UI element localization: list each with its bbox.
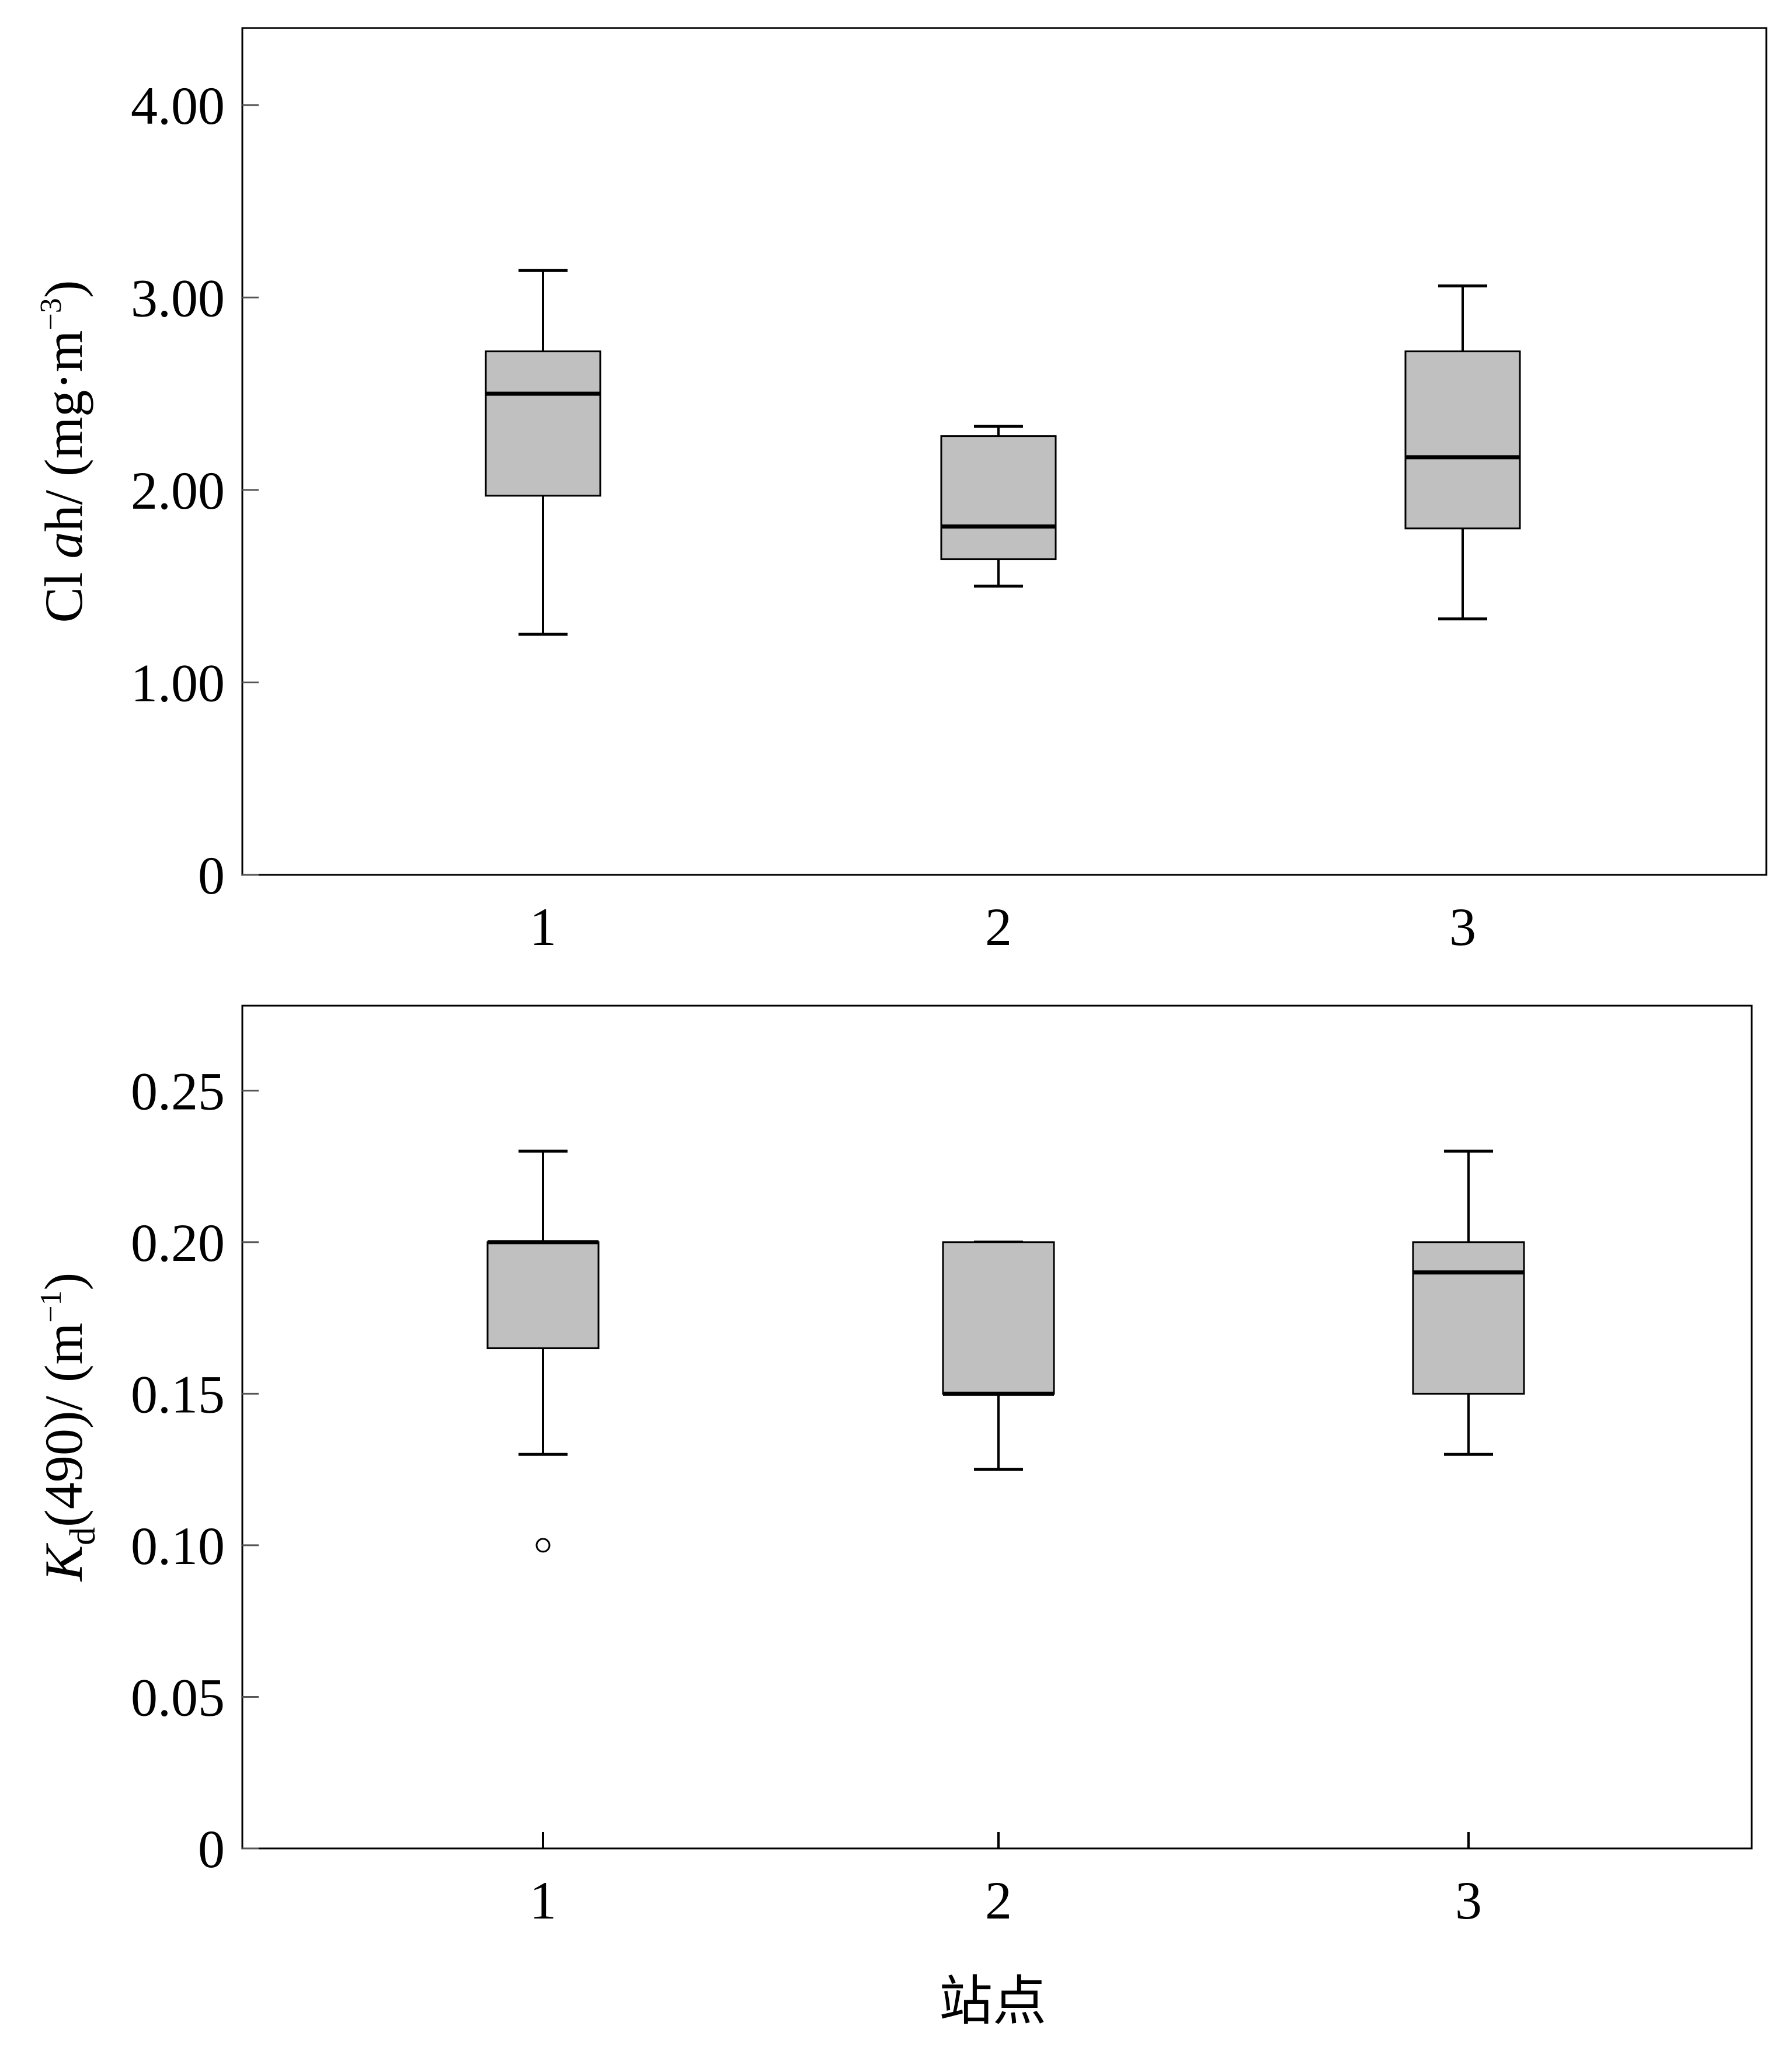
y-tick-label: 3.00 — [131, 268, 225, 328]
box-1 — [486, 1149, 600, 1553]
y-tick-label: 0.10 — [131, 1516, 225, 1576]
y-tick-label: 2.00 — [131, 461, 225, 520]
chart-top: 0 1.00 2.00 3.00 4.00 1 2 3 Cl ah/ (mg·m−3) — [34, 27, 1767, 957]
box-iqr — [940, 435, 1057, 561]
plot-frame-bottom — [241, 1005, 1753, 1850]
y-axis-label-bottom-sup: −1 — [34, 1290, 68, 1322]
box-iqr — [942, 1241, 1055, 1395]
y-axis-label-top-italic: a — [34, 532, 93, 559]
y-axis-label-bottom: Kd(490)/ (m−1) — [34, 1273, 103, 1582]
y-axis-label-top-close: ) — [34, 280, 93, 298]
outlier-point — [535, 1538, 551, 1553]
chart-bottom: 00.050.100.150.200.251 2 3 Kd(490)/ (m−1) … — [34, 1005, 1753, 2031]
box-iqr — [1412, 1241, 1525, 1395]
y-axis-label-top: Cl ah/ (mg·m−3) — [34, 280, 93, 623]
y-axis-label-top-sup: −3 — [34, 298, 68, 330]
box-2 — [942, 1240, 1055, 1471]
x-tick-label: 3 — [1455, 1871, 1482, 1930]
x-tick-label: 2 — [985, 1871, 1012, 1930]
x-axis-label-bottom: 站点 — [939, 1972, 1046, 2031]
y-tick-label: 0.20 — [131, 1213, 225, 1273]
y-axis-label-bottom-close: ) — [34, 1273, 93, 1291]
x-tick-label: 1 — [530, 897, 556, 957]
x-tick-label: 1 — [530, 1871, 556, 1930]
y-tick-label: 1.00 — [131, 653, 225, 713]
y-tick-label: 0 — [198, 1819, 225, 1879]
box-2 — [940, 425, 1057, 588]
plot-frame-top — [241, 27, 1767, 876]
y-axis-label-top-part2: h/ (mg·m — [34, 331, 93, 532]
box-3 — [1412, 1149, 1525, 1456]
y-axis-label-bottom-italic: K — [34, 1542, 93, 1582]
y-axis-label-bottom-part2: (490)/ (m — [34, 1323, 93, 1527]
box-iqr — [485, 350, 601, 497]
top-plot-content: 0 1.00 2.00 3.00 4.00 1 2 3 — [131, 76, 1521, 957]
bottom-plot-content: 0 0.05 0.10 0.15 0.20 0.25 1 2 3 — [131, 1061, 1525, 1930]
box-3 — [1404, 284, 1521, 621]
y-tick-label: 0.25 — [131, 1061, 225, 1121]
y-tick-label: 4.00 — [131, 76, 225, 135]
box-iqr — [1404, 350, 1521, 530]
y-tick-label: 0.05 — [131, 1667, 225, 1727]
y-axis-label-top-part1: Cl — [34, 559, 93, 623]
y-tick-label: 0.15 — [131, 1364, 225, 1424]
x-tick-label: 2 — [985, 897, 1012, 957]
box-iqr — [486, 1241, 600, 1350]
y-axis-label-bottom-sub: d — [63, 1527, 103, 1545]
y-tick-label: 0 — [198, 846, 225, 905]
x-tick-label: 3 — [1449, 897, 1476, 957]
box-1 — [485, 269, 601, 636]
